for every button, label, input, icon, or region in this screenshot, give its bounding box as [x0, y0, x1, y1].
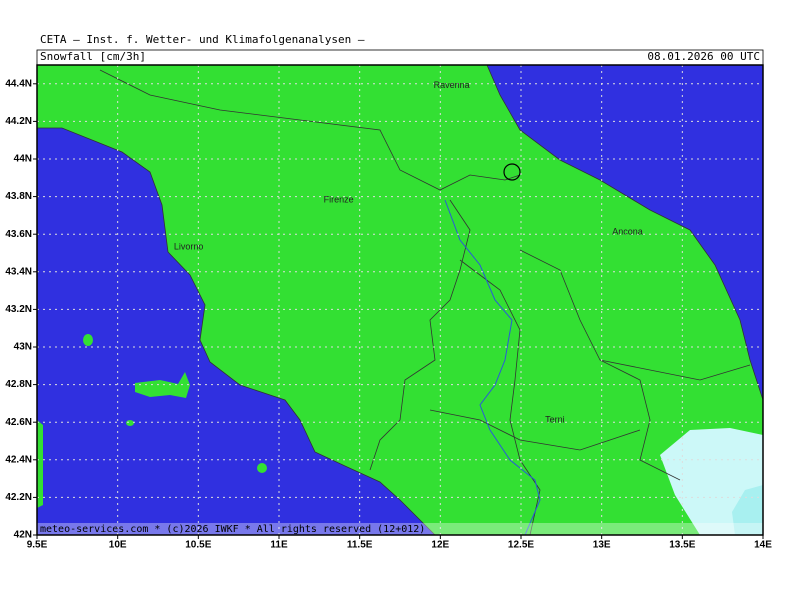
region-border [99, 69, 751, 536]
city-label: Terni [545, 415, 565, 425]
lat-tick-label: 43.4N [5, 266, 32, 277]
island [126, 420, 134, 426]
cities: Ravenna Firenze Livorno Ancona Terni [174, 80, 643, 425]
lon-tick-label: 13.5E [669, 540, 695, 551]
grid [36, 65, 764, 536]
lat-tick-label: 42.4N [5, 454, 32, 465]
city-label: Firenze [324, 195, 354, 205]
island [83, 334, 93, 346]
lat-tick-label: 44.2N [5, 116, 32, 127]
lon-tick-label: 11.5E [347, 540, 373, 551]
lat-tick-label: 44N [14, 154, 32, 165]
institute: CETA — Inst. f. Wetter- und Klimafolgena… [40, 33, 365, 46]
lat-tick-label: 44.4N [5, 78, 32, 89]
lat-tick-label: 42.8N [5, 379, 32, 390]
city-label: Ancona [612, 227, 643, 237]
lon-tick-label: 10.5E [185, 540, 211, 551]
lat-tick-label: 43N [14, 342, 32, 353]
island [135, 372, 190, 398]
island [257, 463, 267, 473]
lat-tick-label: 42N [14, 530, 32, 541]
map: Ravenna Firenze Livorno Ancona Terni meteo-s… [36, 64, 764, 536]
city-label: Ravenna [434, 80, 470, 90]
lon-tick-label: 12E [431, 540, 449, 551]
san-marino [503, 163, 521, 181]
lon-tick-label: 13E [593, 540, 611, 551]
land [37, 420, 43, 508]
lon-tick-label: 14E [754, 540, 772, 551]
lat-tick-label: 43.6N [5, 229, 32, 240]
lon-tick-label: 9.5E [27, 540, 48, 551]
lat-tick-label: 42.2N [5, 492, 32, 503]
lon-tick-label: 11E [270, 540, 288, 551]
footer: meteo-services.com * (c)2026 IWKF * All … [40, 524, 425, 535]
coastline [37, 64, 764, 536]
valid-time: 08.01.2026 00 UTC [647, 50, 760, 63]
snow-area-high [732, 485, 763, 535]
parameter: Snowfall [cm/3h] [40, 50, 146, 63]
footer-band [37, 523, 763, 535]
ticks: 9.5E 10E 10.5E 11E 11.5E 12E 12.5E 13E 13.5E 14E 4… [5, 78, 772, 550]
lon-tick-label: 12.5E [508, 540, 534, 551]
lat-tick-label: 43.8N [5, 191, 32, 202]
frame [36, 64, 764, 536]
lat-tick-label: 43.2N [5, 304, 32, 315]
city-label: Livorno [174, 242, 204, 252]
lat-tick-label: 42.6N [5, 417, 32, 428]
land [37, 65, 763, 535]
lon-tick-label: 10E [109, 540, 127, 551]
